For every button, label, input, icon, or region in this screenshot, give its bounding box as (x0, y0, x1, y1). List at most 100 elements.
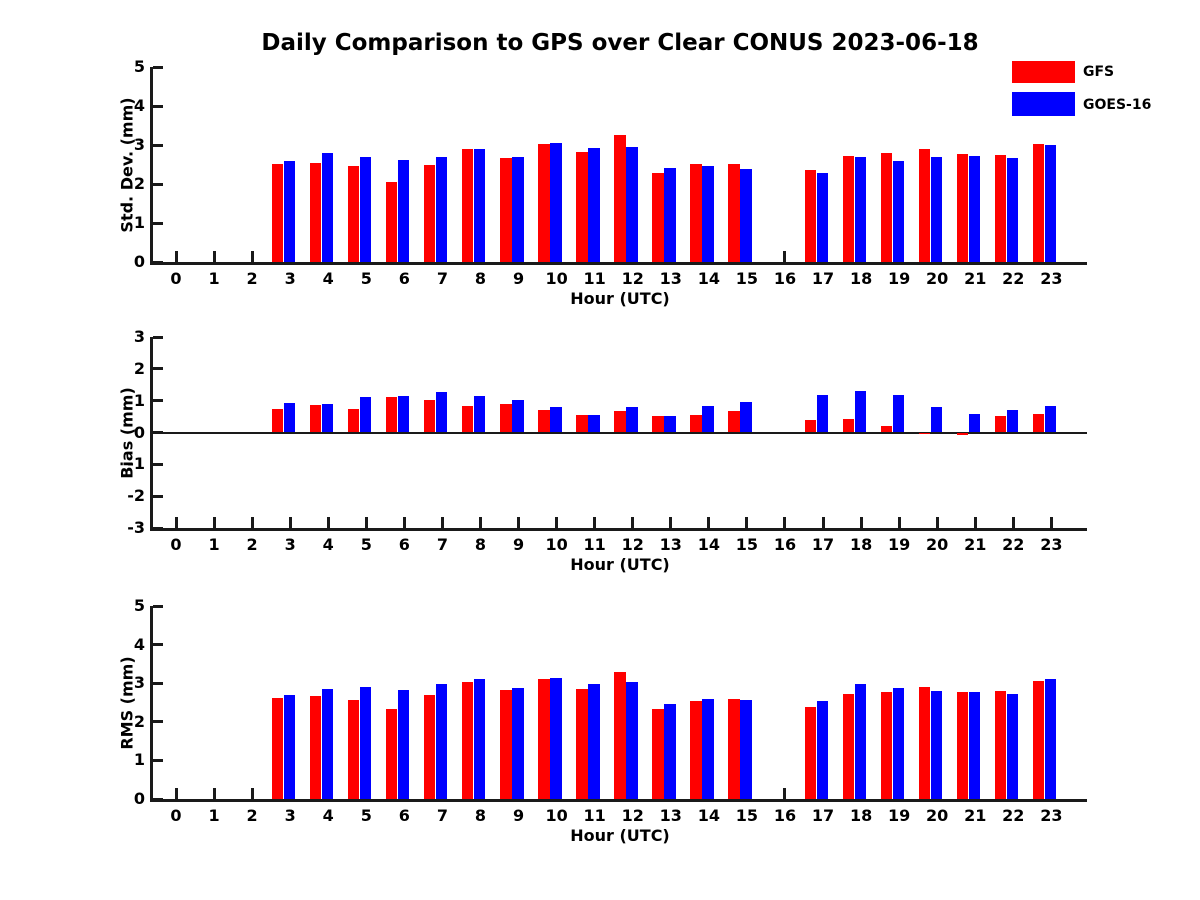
bias-x-tick (440, 517, 444, 528)
rms-y-tick-label: 1 (133, 750, 145, 770)
bias-bar-goes16-h23 (1044, 406, 1057, 433)
rms-bar-gfs-h5 (347, 700, 360, 799)
bias-x-tick (859, 517, 863, 528)
bias-y-tick-label: -1 (127, 454, 145, 474)
bias-x-tick-label: 1 (208, 535, 220, 554)
std-dev-bar-goes16-h18 (854, 157, 867, 262)
rms-x-tick (250, 788, 254, 799)
rms-bar-gfs-h11 (576, 689, 588, 799)
bias-bar-gfs-h20 (918, 432, 931, 435)
bias-y-tick (153, 494, 163, 498)
bias-x-tick (745, 517, 749, 528)
std-dev-bar-gfs-h20 (918, 149, 931, 262)
std-dev-bar-gfs-h3 (271, 163, 284, 262)
rms-bar-gfs-h23 (1032, 680, 1045, 799)
bias-x-axis-spine (150, 528, 1087, 531)
bias-x-tick-label: 18 (849, 535, 873, 554)
rms-bar-gfs-h4 (309, 696, 322, 799)
bias-x-tick (1011, 517, 1015, 528)
rms-y-tick (153, 681, 163, 685)
bias-x-tick-label: 23 (1040, 535, 1063, 554)
std-dev-bar-goes16-h6 (397, 159, 410, 262)
rms-bar-goes16-h21 (968, 692, 981, 799)
bias-bar-goes16-h5 (359, 397, 372, 433)
bias-y-axis-label: Bias (mm) (117, 386, 137, 479)
rms-x-tick-label: 5 (360, 806, 372, 825)
bias-x-tick-label: 12 (621, 535, 644, 554)
bias-bar-goes16-h7 (435, 392, 448, 433)
rms-bar-gfs-h18 (842, 694, 855, 799)
std-dev-x-tick-label: 18 (849, 269, 873, 288)
bias-bar-gfs-h8 (461, 406, 474, 433)
bias-bar-gfs-h6 (385, 397, 398, 433)
bias-bar-gfs-h10 (538, 409, 550, 433)
std-dev-x-tick-label: 15 (735, 269, 759, 288)
rms-bar-goes16-h9 (512, 688, 524, 799)
legend-swatch-gfs (1012, 61, 1075, 83)
bias-y-tick (153, 367, 163, 371)
rms-bar-gfs-h10 (538, 679, 550, 799)
bias-bar-goes16-h12 (626, 407, 638, 433)
rms-bar-goes16-h23 (1044, 679, 1057, 799)
rms-x-tick-label: 19 (887, 806, 911, 825)
bias-x-tick-label: 2 (246, 535, 258, 554)
bias-bar-gfs-h12 (614, 411, 626, 433)
std-dev-x-tick-label: 23 (1040, 269, 1063, 288)
bias-zero-line (153, 431, 1087, 434)
rms-y-tick-label: 0 (133, 789, 145, 808)
std-dev-bar-goes16-h21 (968, 155, 981, 262)
std-dev-bar-goes16-h15 (740, 168, 752, 262)
rms-x-tick-label: 20 (926, 806, 949, 825)
rms-x-tick-label: 13 (659, 806, 682, 825)
std-dev-y-tick (153, 182, 163, 186)
bias-bar-gfs-h7 (423, 400, 436, 433)
std-dev-x-tick-label: 12 (621, 269, 644, 288)
std-dev-x-tick-label: 2 (246, 269, 258, 288)
bias-bar-gfs-h4 (309, 405, 322, 433)
bias-x-tick (326, 517, 330, 528)
bias-bar-gfs-h13 (652, 415, 664, 433)
bias-bar-gfs-h11 (576, 415, 588, 433)
rms-x-tick-label: 21 (964, 806, 987, 825)
bias-x-tick-label: 9 (512, 535, 525, 554)
rms-y-tick-label: 3 (133, 673, 145, 693)
std-dev-x-tick-label: 13 (659, 269, 682, 288)
std-dev-bar-gfs-h12 (614, 134, 626, 262)
std-dev-x-tick-label: 19 (887, 269, 911, 288)
rms-x-tick-label: 1 (208, 806, 220, 825)
rms-bar-goes16-h13 (664, 704, 676, 799)
bias-x-tick (783, 517, 787, 528)
bias-bar-gfs-h9 (500, 403, 512, 433)
rms-x-tick-label: 0 (170, 806, 182, 825)
std-dev-bar-gfs-h15 (728, 164, 740, 262)
rms-y-tick (153, 797, 163, 801)
std-dev-bar-goes16-h13 (664, 168, 676, 262)
bias-y-tick (153, 399, 163, 403)
std-dev-y-tick (153, 221, 163, 225)
std-dev-x-tick-label: 4 (322, 269, 334, 288)
bias-bar-gfs-h19 (880, 425, 893, 433)
std-dev-bar-goes16-h14 (702, 166, 714, 262)
bias-bar-goes16-h8 (473, 395, 486, 433)
bias-bar-gfs-h23 (1032, 414, 1045, 433)
std-dev-x-tick-label: 20 (926, 269, 949, 288)
bias-x-tick (631, 517, 635, 528)
std-dev-x-tick (212, 251, 216, 262)
rms-bar-gfs-h8 (461, 682, 474, 799)
rms-x-tick-label: 18 (849, 806, 873, 825)
std-dev-bar-goes16-h9 (512, 157, 524, 262)
bias-x-tick-label: 8 (474, 535, 487, 554)
rms-y-tick-label: 4 (133, 634, 145, 654)
bias-bar-gfs-h3 (271, 409, 284, 433)
std-dev-y-tick (153, 104, 163, 108)
std-dev-x-tick (250, 251, 254, 262)
bias-x-tick-label: 16 (773, 535, 797, 554)
std-dev-x-tick-label: 1 (208, 269, 220, 288)
std-dev-bar-goes16-h10 (550, 142, 562, 262)
rms-y-tick-label: 2 (133, 711, 145, 731)
rms-y-tick (153, 720, 163, 724)
std-dev-y-tick-label: 1 (133, 213, 145, 232)
std-dev-y-tick-label: 5 (133, 57, 145, 76)
std-dev-x-tick-label: 11 (583, 269, 606, 288)
